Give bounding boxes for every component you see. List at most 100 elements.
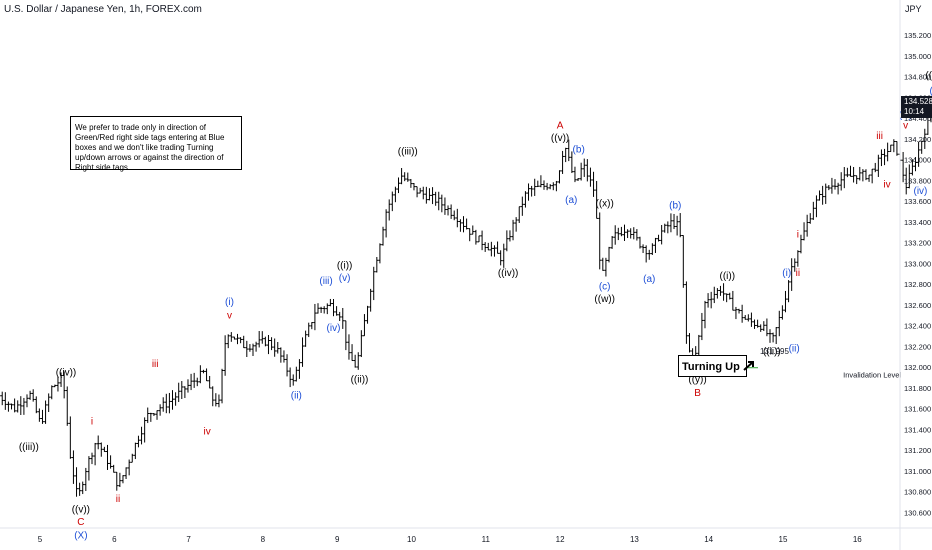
y-tick-label: 133.400	[904, 218, 931, 227]
ohlc-bar	[759, 324, 763, 332]
ohlc-bar	[852, 167, 856, 183]
ohlc-bar	[802, 222, 806, 241]
y-tick-label: 131.400	[904, 425, 931, 434]
ohlc-bar	[121, 475, 125, 484]
ohlc-bar	[0, 395, 1, 397]
ohlc-bar	[313, 303, 317, 331]
turning-up-box: Turning Up	[678, 355, 754, 377]
ohlc-bar	[749, 312, 753, 327]
ohlc-bar	[0, 391, 4, 406]
ohlc-bar	[155, 410, 159, 420]
ohlc-bar	[842, 167, 846, 189]
ohlc-bar	[799, 234, 803, 254]
y-tick-label: 134.400	[904, 114, 931, 123]
y-tick-label: 133.200	[904, 239, 931, 248]
ohlc-bar	[59, 372, 63, 387]
ohlc-bar	[777, 310, 781, 337]
ohlc-bar	[567, 139, 571, 162]
ohlc-bar	[390, 191, 394, 212]
ohlc-bar	[189, 373, 193, 391]
ohlc-bar	[93, 442, 97, 466]
wave-label: (a)	[565, 195, 577, 206]
ohlc-bar	[632, 227, 636, 240]
ohlc-bar	[700, 312, 704, 341]
ohlc-bar	[242, 335, 246, 349]
wave-label: ((v))	[551, 133, 569, 144]
ohlc-bar	[762, 321, 766, 332]
ohlc-bar	[418, 187, 422, 194]
wave-label: (X)	[74, 530, 87, 541]
ohlc-bar	[344, 320, 348, 351]
wave-labels: ((iii))((iv))((v))C(X)iiiiiiivv(i)(ii)(i…	[19, 71, 932, 542]
ohlc-bar	[734, 306, 738, 320]
ohlc-bar	[427, 188, 431, 201]
ohlc-bar	[845, 167, 849, 178]
ohlc-bar	[381, 226, 385, 246]
wave-label: B	[694, 388, 701, 399]
chart-title: U.S. Dollar / Japanese Yen, 1h, FOREX.co…	[4, 4, 202, 15]
ohlc-bar	[239, 337, 243, 344]
ohlc-bar	[848, 165, 852, 177]
ohlc-bar	[660, 224, 664, 245]
ohlc-bar	[542, 180, 546, 190]
ohlc-bar	[223, 335, 227, 376]
x-tick-label: 15	[779, 535, 788, 544]
ohlc-bar	[663, 223, 667, 233]
ohlc-bar	[613, 225, 617, 245]
ohlc-bar	[192, 372, 196, 388]
ohlc-bar	[3, 392, 7, 410]
wave-label: ((x))	[596, 198, 614, 209]
ohlc-bar	[465, 218, 469, 230]
x-tick-label: 13	[630, 535, 639, 544]
ohlc-bar	[746, 314, 750, 322]
ohlc-bar	[527, 183, 531, 201]
ohlc-bar	[115, 471, 119, 491]
ohlc-bars	[0, 109, 932, 497]
y-tick-label: 131.200	[904, 446, 931, 455]
wave-label: ((iv))	[498, 268, 519, 279]
ohlc-bar	[452, 210, 456, 221]
ohlc-bar	[539, 175, 543, 188]
turning-up-label: Turning Up	[682, 361, 740, 373]
ohlc-bar	[474, 229, 478, 245]
x-tick-label: 6	[112, 535, 117, 544]
ohlc-bar	[477, 235, 481, 243]
ohlc-bar	[787, 280, 791, 303]
ohlc-bar	[836, 182, 840, 195]
wave-label: ((i))	[720, 271, 736, 282]
ohlc-bar	[78, 482, 82, 496]
wave-label: ((i))	[337, 261, 353, 272]
ohlc-bar	[109, 455, 113, 469]
ohlc-bar	[681, 235, 685, 288]
ohlc-bar	[737, 308, 741, 314]
ohlc-bar	[619, 226, 623, 237]
ohlc-bar	[805, 214, 809, 237]
ohlc-bar	[248, 344, 252, 352]
ohlc-bar	[171, 390, 175, 410]
ohlc-bar	[638, 236, 642, 249]
ohlc-bar	[808, 213, 812, 224]
wave-label: i	[91, 416, 93, 427]
ohlc-bar	[861, 169, 865, 182]
ohlc-bar	[183, 386, 187, 399]
ohlc-bar	[372, 266, 376, 301]
ohlc-bar	[731, 290, 735, 311]
ohlc-bar	[780, 305, 784, 320]
ohlc-bar	[409, 178, 413, 188]
ohlc-bar	[167, 392, 171, 414]
ohlc-bar	[489, 241, 493, 257]
ohlc-bar	[56, 376, 60, 392]
wave-label: (iii)	[319, 276, 332, 287]
ohlc-bar	[322, 306, 326, 314]
ohlc-bar	[87, 456, 91, 481]
ohlc-bar	[415, 186, 419, 198]
ohlc-bar	[431, 187, 435, 205]
x-tick-label: 11	[482, 535, 491, 544]
ohlc-bar	[130, 453, 134, 463]
x-tick-label: 7	[186, 535, 191, 544]
ohlc-bar	[895, 141, 899, 156]
ohlc-bar	[561, 150, 565, 174]
ohlc-bar	[557, 170, 561, 184]
wave-label: v	[903, 120, 908, 131]
